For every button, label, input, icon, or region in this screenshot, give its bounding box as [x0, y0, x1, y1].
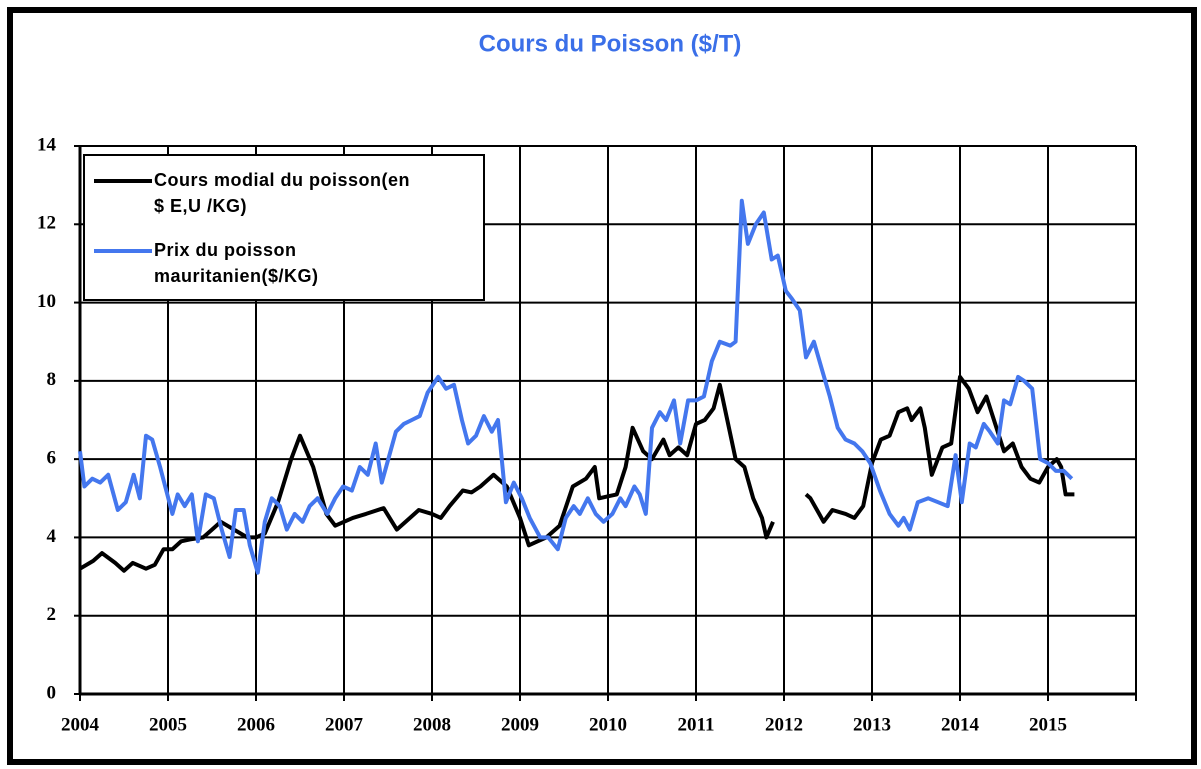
y-tick-label: 4	[47, 526, 57, 547]
legend-label: Prix du poisson mauritanien($/KG)	[154, 240, 319, 286]
x-tick-label: 2014	[941, 714, 980, 735]
y-tick-label: 8	[47, 369, 57, 390]
legend-label-line: mauritanien($/KG)	[154, 266, 319, 286]
x-tick-label: 2012	[765, 714, 803, 735]
x-tick-label: 2011	[678, 714, 715, 735]
y-tick-label: 12	[37, 213, 56, 234]
x-tick-label: 2007	[325, 714, 364, 735]
x-tick-label: 2009	[501, 714, 539, 735]
chart-title: Cours du Poisson ($/T)	[479, 30, 742, 57]
frame	[7, 7, 1197, 765]
legend-label: Cours modial du poisson(en $ E,U /KG)	[154, 170, 410, 216]
series-line	[78, 374, 1075, 573]
x-tick-label: 2015	[1029, 714, 1067, 735]
legend-label-line: Cours modial du poisson(en	[154, 170, 410, 190]
x-tick-label: 2006	[237, 714, 275, 735]
y-tick-label: 0	[47, 682, 57, 703]
y-tick-label: 10	[37, 291, 56, 312]
y-tick-label: 6	[47, 448, 57, 469]
legend-label-line: Prix du poisson	[154, 240, 297, 260]
x-tick-label: 2005	[149, 714, 187, 735]
y-tick-label: 14	[37, 134, 57, 155]
y-tick-label: 2	[47, 604, 57, 625]
x-tick-label: 2008	[413, 714, 451, 735]
x-tick-label: 2004	[61, 714, 100, 735]
series-line	[78, 198, 1074, 575]
x-tick-label: 2013	[853, 714, 891, 735]
x-tick-label: 2010	[589, 714, 627, 735]
legend-label-line: $ E,U /KG)	[154, 196, 247, 216]
